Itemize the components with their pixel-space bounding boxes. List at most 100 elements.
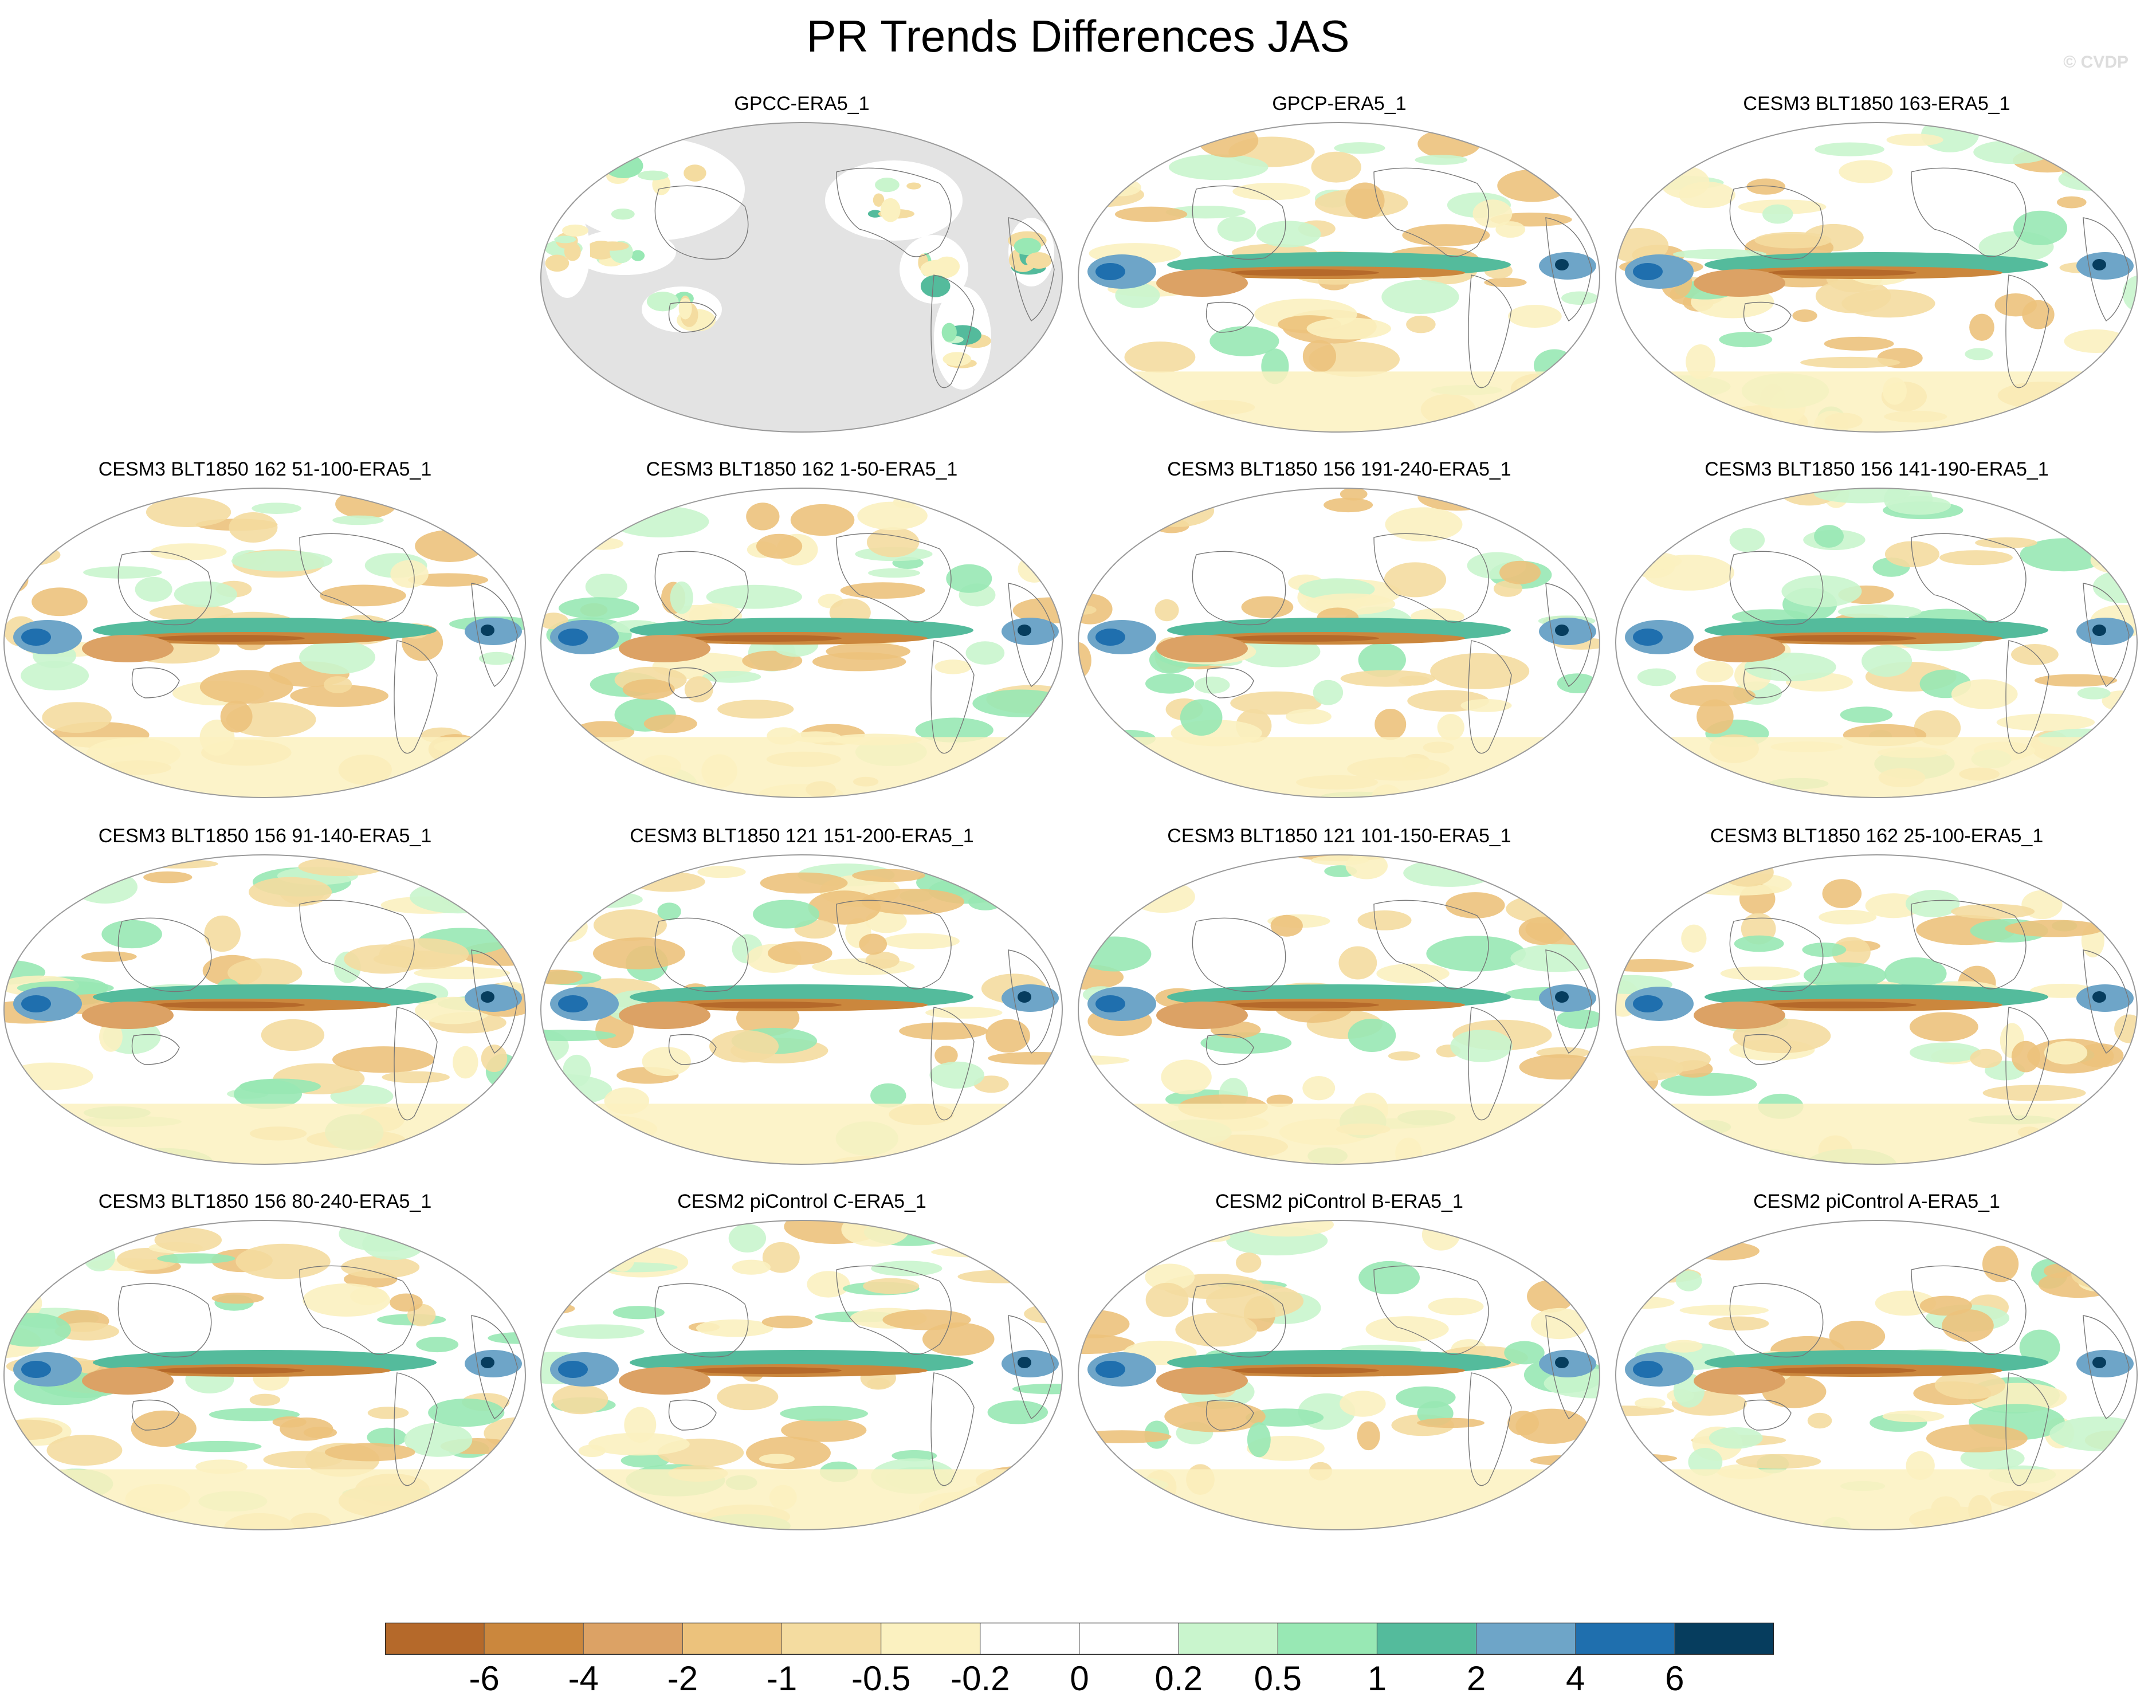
coastline — [2083, 583, 2130, 687]
coastline — [2005, 1372, 2049, 1486]
coastline — [1192, 1283, 1286, 1358]
coastline — [1373, 533, 1489, 623]
coastline — [1729, 917, 1824, 992]
robinson-map — [1078, 1220, 1600, 1530]
coastline — [2005, 640, 2049, 754]
coastline — [1008, 1315, 1055, 1419]
panel-title: CESM3 BLT1850 121 151-200-ERA5_1 — [630, 825, 974, 847]
robinson-map — [3, 854, 526, 1165]
colorbar-swatch — [484, 1623, 584, 1655]
coastline — [668, 667, 717, 698]
coastline — [1545, 583, 1592, 687]
coastline — [1192, 551, 1286, 626]
precip-trend-field — [4, 855, 525, 1164]
robinson-map — [540, 854, 1063, 1165]
coastline — [2083, 1315, 2130, 1419]
robinson-map — [3, 1220, 526, 1530]
panel-title: CESM3 BLT1850 156 141-190-ERA5_1 — [1705, 458, 2049, 480]
colorbar-tick-label: -0.2 — [951, 1659, 1010, 1698]
coastline — [1468, 1007, 1512, 1121]
map-panel: CESM2 piControl C-ERA5_1 — [534, 1191, 1070, 1540]
colorbar-swatch — [1079, 1623, 1179, 1655]
colorbar-tick-label: 6 — [1665, 1659, 1684, 1698]
coastline — [299, 533, 415, 623]
map-panel: CESM3 BLT1850 162 51-100-ERA5_1 — [0, 458, 533, 808]
coastline — [1205, 1399, 1254, 1431]
map-panel: CESM3 BLT1850 162 1-50-ERA5_1 — [534, 458, 1070, 808]
panel-title: GPCC-ERA5_1 — [734, 93, 870, 115]
coastline — [836, 900, 952, 990]
coastline — [1545, 949, 1592, 1054]
panel-title: CESM3 BLT1850 162 1-50-ERA5_1 — [646, 458, 958, 480]
coastline — [1008, 217, 1055, 321]
coastline — [2083, 949, 2130, 1054]
coastline — [1205, 1034, 1254, 1065]
panel-title: CESM3 BLT1850 156 91-140-ERA5_1 — [98, 825, 432, 847]
coastline — [1468, 1372, 1512, 1486]
coastline — [930, 274, 975, 388]
coastline — [471, 583, 518, 687]
colorbar-tick-label: -0.5 — [851, 1659, 911, 1698]
colorbar-swatch — [1376, 1623, 1477, 1655]
colorbar-swatch — [881, 1623, 981, 1655]
coastline — [1205, 667, 1254, 698]
map-panel: CESM2 piControl B-ERA5_1 — [1071, 1191, 1607, 1540]
colorbar-swatch — [583, 1623, 683, 1655]
map-panel: GPCP-ERA5_1 — [1071, 93, 1607, 442]
coastline — [471, 1315, 518, 1419]
coastline — [1373, 167, 1489, 257]
colorbar-tick-label: 0 — [1070, 1659, 1089, 1698]
colorbar-swatch — [1178, 1623, 1278, 1655]
colorbar-tick-label: -4 — [568, 1659, 599, 1698]
colorbar-swatch — [1476, 1623, 1576, 1655]
panel-title: CESM3 BLT1850 163-ERA5_1 — [1743, 93, 2010, 115]
coastline — [1729, 1283, 1824, 1358]
panel-title: CESM2 piControl B-ERA5_1 — [1215, 1191, 1463, 1212]
coastline — [1911, 533, 2027, 623]
robinson-map — [1078, 488, 1600, 798]
coastline — [1911, 900, 2027, 990]
coastline — [836, 533, 952, 623]
map-panel: CESM3 BLT1850 156 191-240-ERA5_1 — [1071, 458, 1607, 808]
colorbar-tick-label: 0.5 — [1254, 1659, 1302, 1698]
map-panel: CESM3 BLT1850 156 91-140-ERA5_1 — [0, 825, 533, 1175]
coastline — [2005, 274, 2049, 388]
coastline — [1192, 185, 1286, 260]
coastline — [2083, 217, 2130, 321]
coastline — [1008, 949, 1055, 1054]
panel-title: CESM3 BLT1850 121 101-150-ERA5_1 — [1167, 825, 1511, 847]
robinson-map — [540, 1220, 1063, 1530]
panel-title: CESM3 BLT1850 156 80-240-ERA5_1 — [98, 1191, 432, 1212]
coastline — [117, 917, 212, 992]
robinson-map — [1078, 854, 1600, 1165]
panel-title: CESM3 BLT1850 156 191-240-ERA5_1 — [1167, 458, 1511, 480]
colorbar-tick-label: -1 — [766, 1659, 798, 1698]
coastline — [654, 185, 749, 260]
figure-title: PR Trends Differences JAS — [806, 11, 1350, 61]
coastline — [836, 1265, 952, 1355]
coastline — [654, 551, 749, 626]
colorbar-tick-label: 0.2 — [1154, 1659, 1203, 1698]
coastline — [1743, 1399, 1792, 1431]
coastline — [1468, 640, 1512, 754]
coastline — [668, 1034, 717, 1065]
colorbar-tick-label: -6 — [469, 1659, 500, 1698]
colorbar-tick-label: 1 — [1367, 1659, 1387, 1698]
map-panel: CESM3 BLT1850 121 151-200-ERA5_1 — [534, 825, 1070, 1175]
map-panel: GPCC-ERA5_1 — [534, 93, 1070, 442]
coastline — [117, 551, 212, 626]
coastline — [394, 1372, 438, 1486]
robinson-map — [1615, 122, 2138, 433]
coastline — [1743, 667, 1792, 698]
colorbar-swatch — [1674, 1623, 1774, 1655]
robinson-map — [540, 122, 1063, 433]
coastline — [1468, 274, 1512, 388]
coastline — [2005, 1007, 2049, 1121]
coastline — [930, 640, 975, 754]
robinson-map — [3, 488, 526, 798]
coastline — [131, 667, 180, 698]
panel-title: CESM2 piControl C-ERA5_1 — [677, 1191, 926, 1212]
coastline — [299, 1265, 415, 1355]
colorbar-swatch — [781, 1623, 882, 1655]
